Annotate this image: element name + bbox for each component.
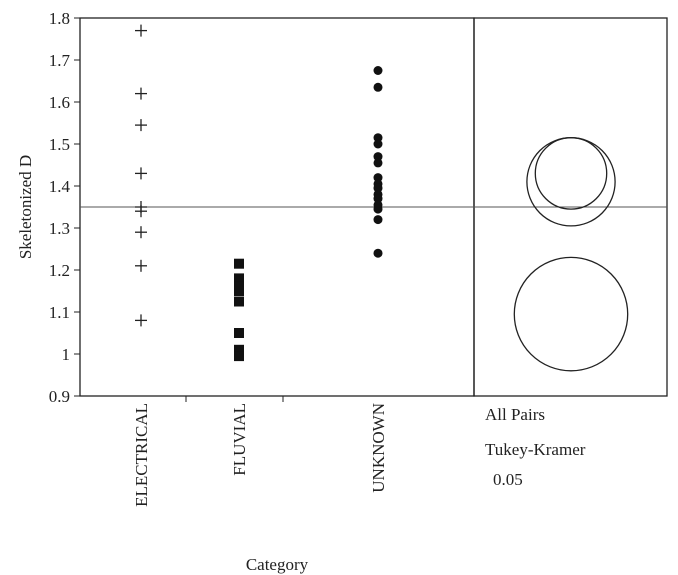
plus-marker: [135, 314, 147, 327]
comparison-circles: [513, 137, 629, 372]
square-marker: [234, 286, 244, 296]
y-tick-label: 1.8: [49, 9, 70, 28]
dot-marker: [373, 183, 383, 193]
y-tick-label: 1.7: [49, 51, 71, 70]
y-tick-label: 1.6: [49, 93, 70, 112]
x-axis: ELECTRICAL FLUVIAL UNKNOWN: [132, 396, 388, 507]
y-tick-label: 1.1: [49, 303, 70, 322]
x-tick-label: FLUVIAL: [230, 403, 249, 476]
comparison-circle: [534, 137, 608, 210]
dot-marker: [373, 158, 383, 168]
plus-marker: [135, 205, 147, 218]
plus-marker: [135, 259, 147, 272]
comparison-label-2: Tukey-Kramer: [485, 440, 586, 459]
plus-marker: [135, 167, 147, 180]
dot-marker: [373, 139, 383, 149]
comparison-label-3: 0.05: [493, 470, 523, 489]
dot-marker: [373, 194, 383, 204]
dot-marker: [373, 82, 383, 92]
x-tick-label: UNKNOWN: [369, 403, 388, 493]
plus-marker: [135, 24, 147, 37]
dot-marker: [373, 173, 383, 183]
plus-marker: [135, 226, 147, 239]
square-marker: [234, 273, 244, 284]
plus-marker: [135, 87, 147, 100]
square-marker: [234, 258, 244, 269]
y-tick-label: 1.3: [49, 219, 70, 238]
y-tick-label: 1.2: [49, 261, 70, 280]
dot-marker: [373, 133, 383, 143]
comparison-circle: [526, 137, 616, 227]
data-points: [135, 24, 383, 362]
y-tick-label: 0.9: [49, 387, 70, 406]
y-axis: 0.9 1 1.1 1.2 1.3 1.4 1.5 1.6 1.7 1.8: [49, 9, 80, 406]
dot-marker: [373, 66, 383, 75]
dot-marker: [373, 248, 383, 258]
dot-marker: [373, 152, 383, 162]
dot-marker: [373, 204, 383, 214]
comparison-circle: [513, 256, 629, 372]
y-tick-label: 1.5: [49, 135, 70, 154]
x-axis-label: Category: [246, 555, 309, 574]
square-marker: [234, 328, 244, 338]
square-marker: [234, 296, 244, 307]
x-tick-label: ELECTRICAL: [132, 403, 151, 507]
square-marker: [234, 344, 244, 355]
square-marker: [234, 351, 244, 362]
plus-marker: [135, 119, 147, 132]
comparison-label-1: All Pairs: [485, 405, 545, 424]
dot-marker: [373, 215, 383, 225]
y-axis-label: Skeletonized D: [16, 155, 35, 259]
y-tick-label: 1.4: [49, 177, 71, 196]
y-tick-label: 1: [62, 345, 71, 364]
